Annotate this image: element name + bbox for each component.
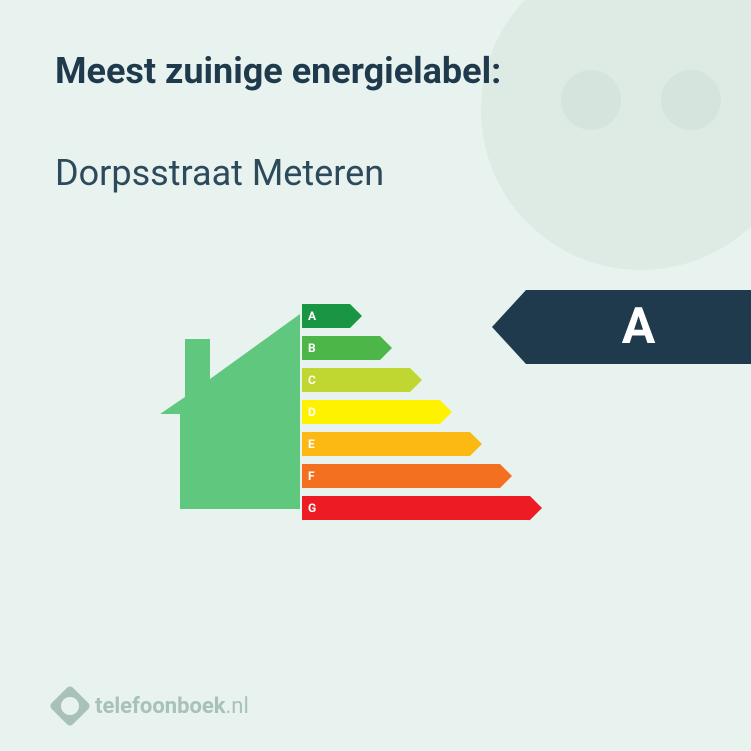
bar-shape: B: [302, 336, 380, 360]
energy-bar-c: C: [302, 368, 530, 392]
energy-bar-f: F: [302, 464, 530, 488]
page-title: Meest zuinige energielabel:: [55, 50, 696, 92]
bar-shape: G: [302, 496, 530, 520]
bar-label: G: [308, 501, 316, 515]
bar-label: B: [308, 341, 316, 355]
card-container: Meest zuinige energielabel: Dorpsstraat …: [0, 0, 751, 751]
grade-badge: A: [526, 290, 751, 364]
energy-bar-e: E: [302, 432, 530, 456]
bar-label: E: [308, 437, 315, 451]
brand-light: .nl: [226, 694, 249, 719]
chart-wrap: A B C D E F G: [150, 294, 530, 524]
grade-letter: A: [622, 298, 656, 356]
energy-bar-d: D: [302, 400, 530, 424]
bar-label: A: [308, 309, 316, 323]
house-icon: [150, 294, 300, 524]
bar-shape: D: [302, 400, 440, 424]
bar-shape: A: [302, 304, 350, 328]
brand-footer: telefoonboek.nl: [55, 691, 696, 721]
bar-shape: C: [302, 368, 410, 392]
bar-shape: E: [302, 432, 470, 456]
brand-bold: telefoonboek: [95, 694, 226, 719]
brand-icon: [49, 685, 91, 727]
energy-chart: A B C D E F G A: [55, 254, 696, 691]
bar-label: D: [308, 405, 316, 419]
location-name: Dorpsstraat Meteren: [55, 152, 696, 194]
bar-shape: F: [302, 464, 500, 488]
energy-bar-g: G: [302, 496, 530, 520]
bar-label: C: [308, 373, 316, 387]
bar-label: F: [308, 469, 315, 483]
